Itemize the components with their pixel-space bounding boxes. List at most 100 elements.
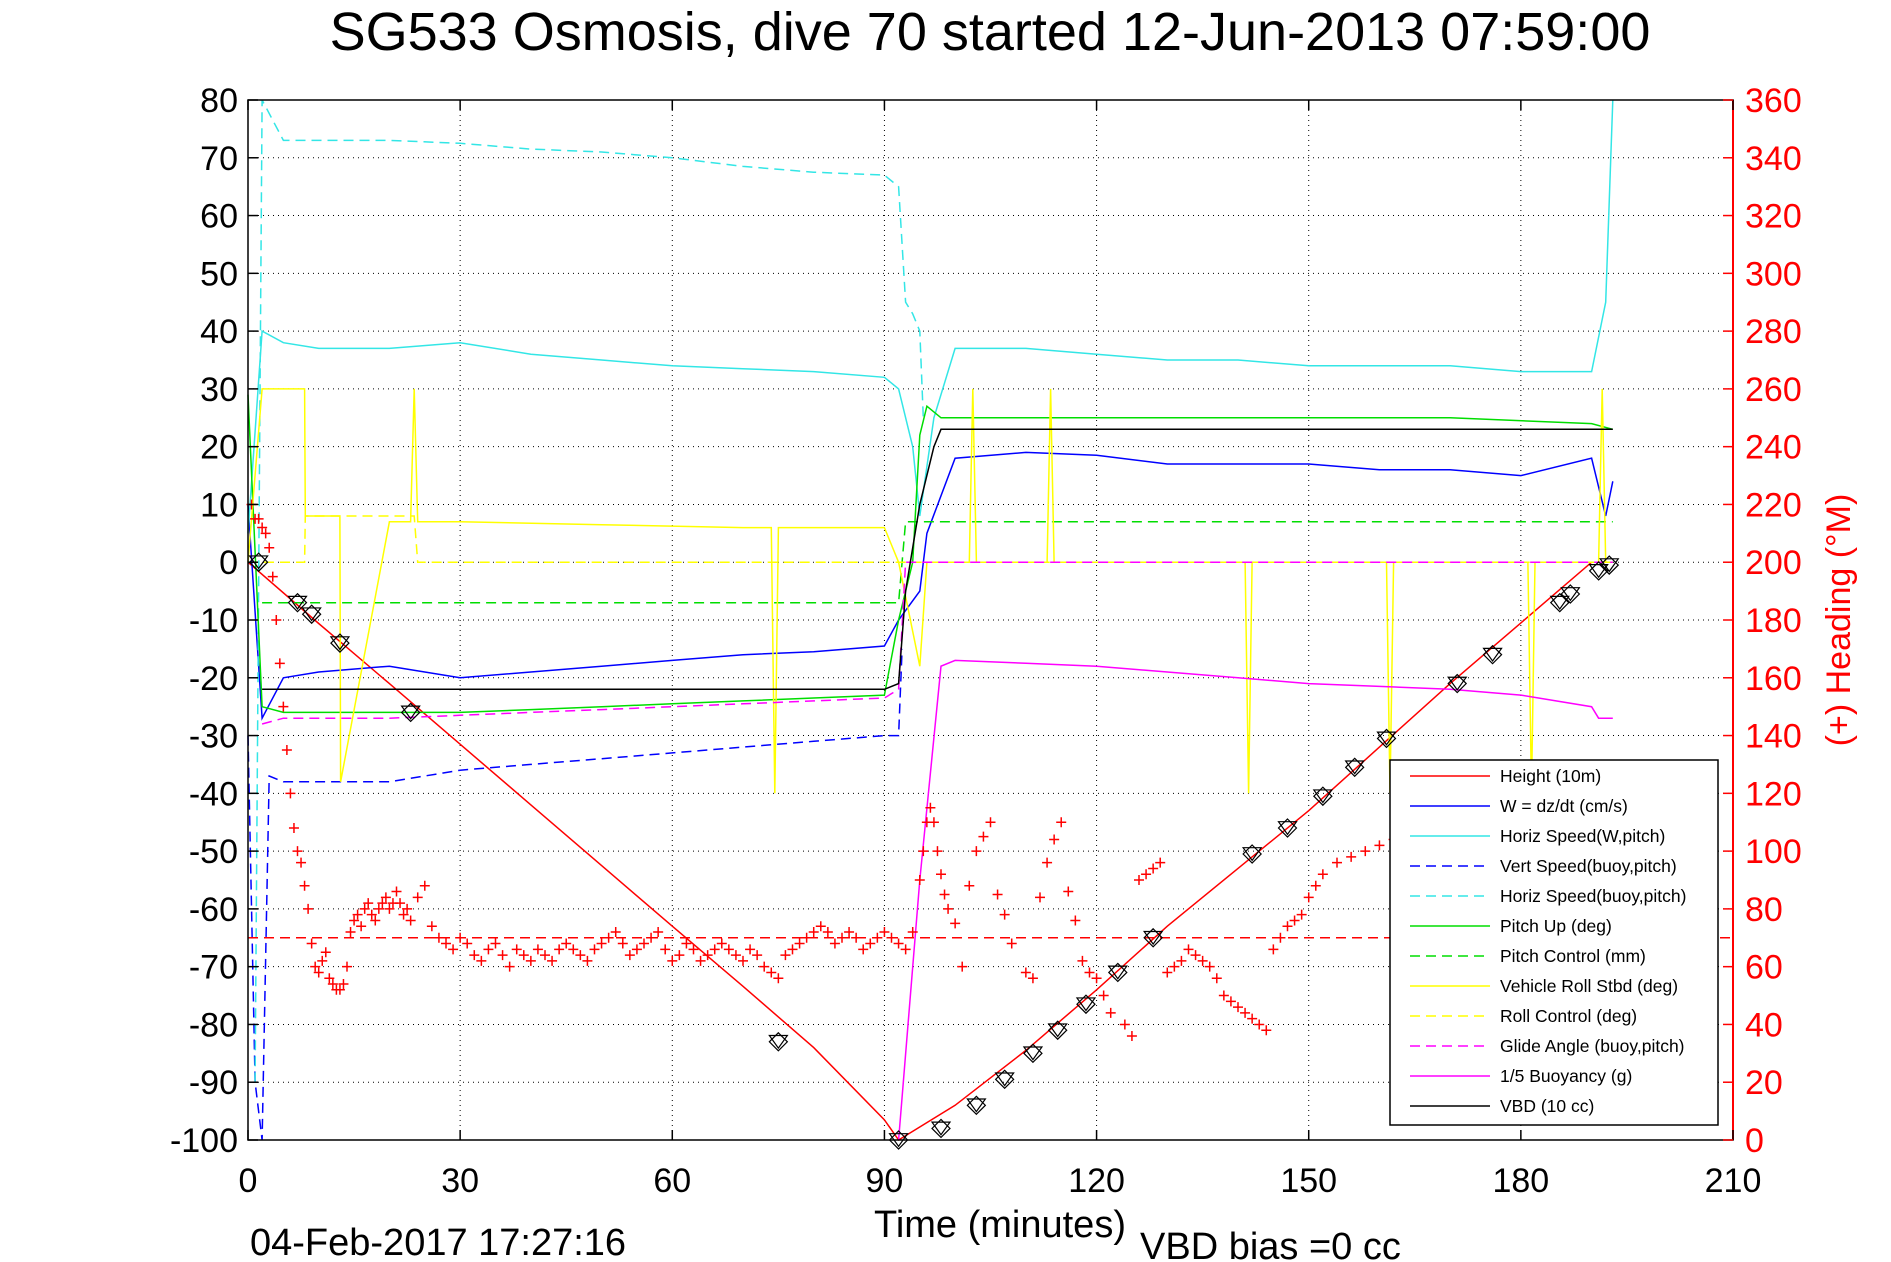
heading-point <box>844 927 855 937</box>
heading-point <box>957 961 968 972</box>
legend-entry: Pitch Up (deg) <box>1500 916 1612 936</box>
height-marker <box>1312 786 1334 807</box>
heading-point <box>1346 851 1357 862</box>
x-tick-label: 120 <box>1068 1162 1125 1200</box>
heading-point <box>1119 1019 1130 1030</box>
heading-point <box>1254 1019 1265 1030</box>
heading-point <box>525 955 536 966</box>
heading-point <box>801 932 812 943</box>
y-tick-label: -10 <box>189 602 238 640</box>
heading-point <box>518 950 529 961</box>
heading-point <box>900 944 911 955</box>
heading-point <box>299 880 310 891</box>
series-line-5 <box>247 394 1613 714</box>
heading-point <box>1105 1007 1116 1018</box>
heading-point <box>380 892 391 903</box>
heading-point <box>278 701 289 712</box>
y-tick-label: 50 <box>200 255 238 293</box>
heading-point <box>547 955 558 966</box>
heading-point <box>950 918 961 929</box>
heading-point <box>342 961 352 972</box>
series-line-10 <box>897 659 1613 1141</box>
heading-point <box>377 898 388 909</box>
heading-point <box>419 880 430 891</box>
heading-point <box>928 817 939 828</box>
heading-point <box>646 932 657 943</box>
y-right-tick-label: 200 <box>1745 544 1802 582</box>
heading-point <box>327 979 338 989</box>
y-right-tick-label: 300 <box>1745 255 1802 293</box>
heading-point <box>575 950 586 961</box>
heading-point <box>858 944 869 955</box>
heading-point <box>1091 973 1102 984</box>
height-marker <box>768 1031 789 1052</box>
heading-point <box>426 921 437 932</box>
height-marker <box>1447 673 1468 694</box>
y-right-tick-label: 340 <box>1745 140 1802 178</box>
heading-point <box>787 944 798 955</box>
legend: Height (10m) W = dz/dt (cm/s) Horiz Speed(… <box>1389 759 1719 1126</box>
height-marker <box>1588 561 1609 581</box>
heading-point <box>441 938 451 949</box>
heading-point <box>448 944 459 955</box>
y-tick-label: 30 <box>200 371 238 409</box>
heading-point <box>398 909 409 920</box>
y-right-tick-label: 0 <box>1745 1122 1764 1160</box>
heading-point <box>879 927 890 937</box>
heading-point <box>1282 921 1293 932</box>
heading-point <box>1141 869 1152 880</box>
heading-point <box>639 938 649 949</box>
heading-point <box>1374 840 1385 851</box>
x-tick-label: 0 <box>239 1162 258 1200</box>
heading-point <box>943 903 954 914</box>
y-right-tick-label: 20 <box>1745 1064 1783 1102</box>
height-marker <box>301 604 322 625</box>
legend-entry: 1/5 Buoyancy (g) <box>1500 1066 1632 1086</box>
y-tick-label: -30 <box>189 718 238 756</box>
height-marker <box>1241 844 1263 864</box>
y-tick-label: 80 <box>200 82 238 120</box>
legend-box <box>1389 759 1719 1126</box>
heading-point <box>317 955 328 966</box>
heading-point <box>723 944 734 955</box>
series-line-9 <box>261 561 1613 725</box>
heading-point <box>334 984 345 995</box>
heading-point <box>660 944 671 955</box>
heading-point <box>1289 915 1300 926</box>
heading-point <box>568 944 579 955</box>
heading-point <box>865 938 876 949</box>
legend-entry: Height (10m) <box>1500 766 1601 786</box>
y-tick-label: -80 <box>189 1006 238 1044</box>
heading-point <box>752 950 763 961</box>
heading-point <box>412 892 423 903</box>
heading-point <box>306 938 317 949</box>
heading-point <box>914 875 925 885</box>
heading-point <box>504 961 515 972</box>
heading-point <box>653 927 664 937</box>
heading-point <box>274 658 285 669</box>
heading-point <box>1077 955 1088 966</box>
heading-point <box>702 950 713 961</box>
heading-point <box>631 944 642 955</box>
height-marker <box>329 633 351 653</box>
heading-point <box>1296 909 1307 920</box>
y-tick-label: 40 <box>200 313 238 351</box>
heading-point <box>1240 1007 1251 1018</box>
heading-point <box>384 903 395 914</box>
y-tick-label: -50 <box>189 833 238 871</box>
series-line-4 <box>254 99 925 1083</box>
height-marker <box>1142 927 1164 948</box>
heading-point <box>483 944 494 955</box>
heading-point <box>292 846 303 857</box>
heading-point <box>363 898 374 909</box>
heading-point <box>1042 857 1053 868</box>
y-right-tick-label: 80 <box>1745 891 1783 929</box>
series-line-1 <box>247 451 1614 721</box>
heading-point <box>985 817 996 828</box>
heading-point <box>288 823 299 833</box>
heading-point <box>1027 973 1038 984</box>
heading-point <box>745 944 756 955</box>
height-marker <box>1482 644 1503 665</box>
heading-point <box>1063 886 1074 897</box>
heading-point <box>1169 961 1180 972</box>
